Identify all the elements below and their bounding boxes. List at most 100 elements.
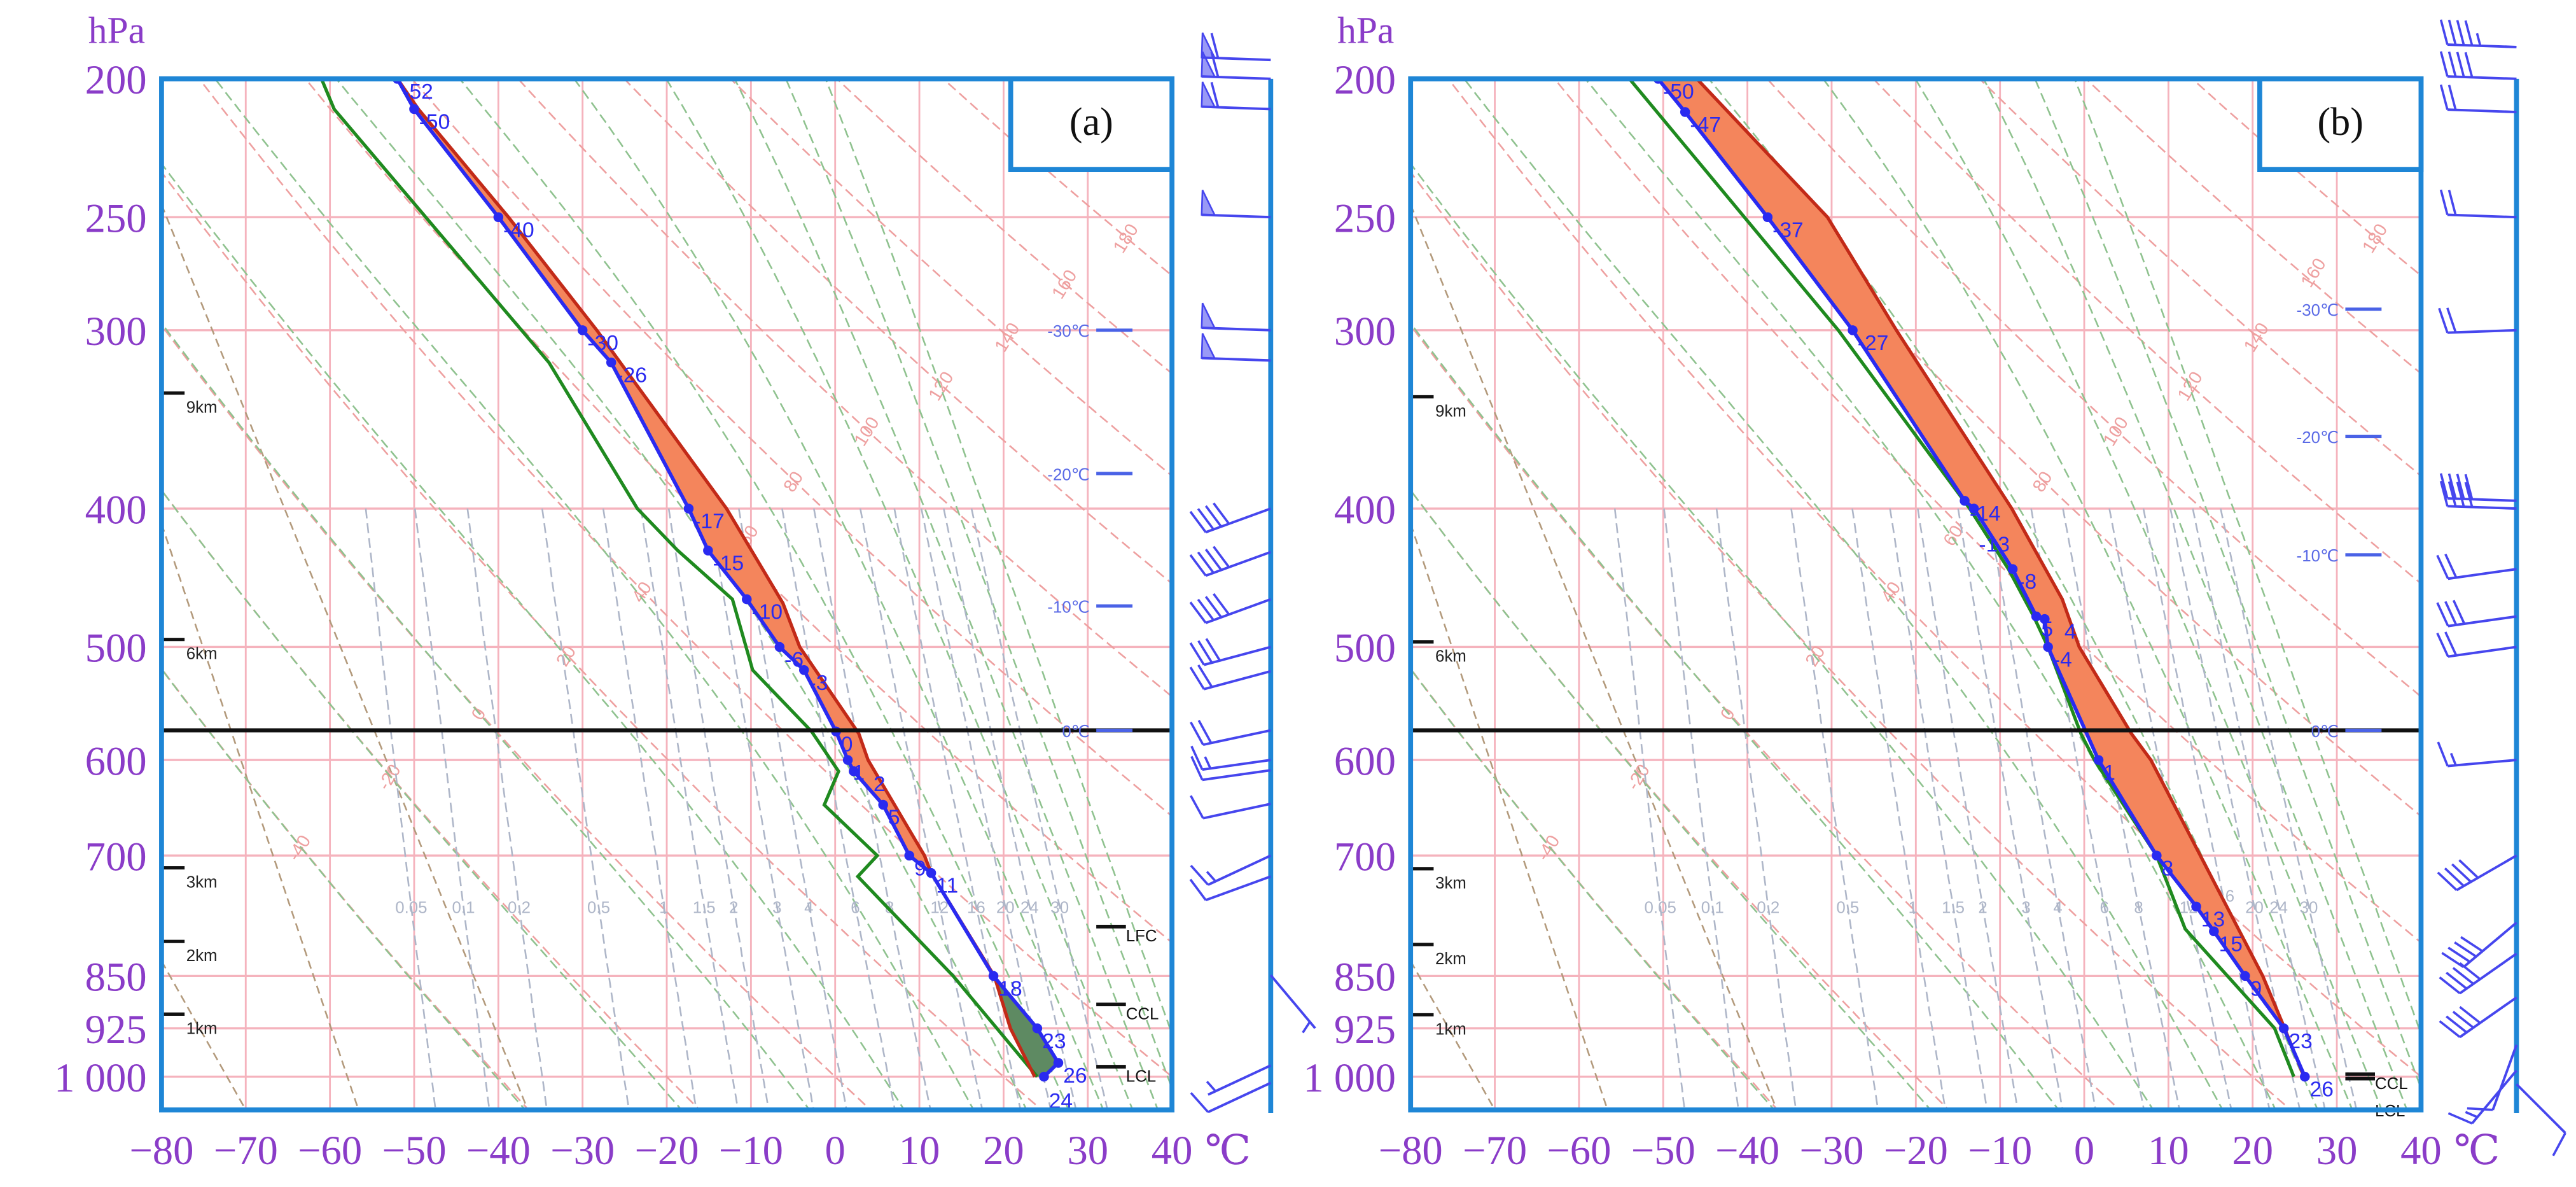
wind-barb-feather: [1190, 864, 1209, 886]
temperature-point: [1762, 212, 1773, 222]
height-marker-label: 2km: [1435, 950, 1466, 968]
temperature-tick-label: −50: [382, 1127, 446, 1173]
pressure-tick-label: 925: [85, 1006, 147, 1052]
mixing-ratio-line: [943, 508, 1077, 1110]
temperature-point: [2240, 971, 2250, 981]
temperature-point-label: -13: [1979, 533, 2010, 556]
pressure-tick-label: 200: [85, 57, 147, 102]
mixing-ratio-label: 6: [851, 899, 860, 917]
wind-barb-feather: [2456, 481, 2465, 507]
temperature-point-label: 18: [998, 977, 1022, 1001]
wind-barb-staff: [2459, 952, 2517, 995]
wind-barb-feather: [1189, 878, 1207, 901]
wind-barb-feather: [2458, 859, 2479, 879]
pressure-tick-label: 850: [1334, 954, 1396, 1000]
wind-barb-feather: [1190, 745, 1204, 770]
temperature-point: [2040, 614, 2050, 624]
mixing-ratio-line: [1987, 508, 2097, 1110]
wind-barb-staff: [1203, 670, 1271, 691]
plot-frame: [1408, 76, 2424, 1113]
wind-barb-feather: [1197, 598, 1215, 621]
mixing-ratio-label: 0.05: [1645, 899, 1676, 917]
wind-barb-half-feather: [2475, 32, 2482, 46]
wind-barb-feather: [2459, 962, 2481, 980]
dewpoint-curve: [319, 78, 1039, 1078]
reference-line: [161, 960, 247, 1110]
reference-line: [161, 204, 529, 1110]
x-axis-unit: ℃: [1205, 1127, 1251, 1173]
dry-adiabat: [623, 78, 1173, 585]
temperature-point: [2007, 564, 2018, 574]
mixing-ratio-label: 0.5: [587, 899, 610, 917]
moist-adiabat: [1463, 78, 2224, 1110]
wind-barb: [2436, 600, 2517, 628]
pressure-tick-label: 925: [1334, 1006, 1396, 1052]
wind-barb-staff: [2471, 1069, 2517, 1125]
wind-barb-feather: [2452, 600, 2466, 624]
wind-barb: [1201, 190, 1271, 219]
wind-barb-staff: [2459, 996, 2517, 1039]
temperature-point: [2191, 901, 2201, 912]
wind-barb-staff: [2447, 213, 2517, 219]
wind-barb-feather: [1213, 593, 1230, 615]
temperature-point: [842, 755, 853, 765]
wind-barb-feather: [2467, 1107, 2493, 1111]
temperature-point: [1039, 1071, 1049, 1082]
mixing-ratio-label: 0.1: [1701, 899, 1724, 917]
mixing-ratio-line: [414, 508, 491, 1110]
moist-adiabat: [161, 489, 683, 1110]
isotherm-marker-label: -30℃: [1047, 323, 1089, 341]
temperature-tick-label: −10: [1968, 1127, 2032, 1173]
moist-adiabat: [1410, 489, 1932, 1110]
temperature-point: [1960, 496, 1970, 506]
plot-frame: [159, 76, 1175, 1113]
mixing-ratio-label: 20: [996, 899, 1015, 917]
dry-adiabat: [1410, 489, 1950, 1110]
wind-barb: [2436, 553, 2517, 580]
temperature-tick-label: −60: [298, 1127, 362, 1173]
wind-barb-feather: [2447, 190, 2457, 216]
wind-barb-staff: [2491, 1044, 2518, 1111]
parcel-curve: [396, 78, 1036, 1078]
wind-barb-feather: [1213, 545, 1230, 568]
dry-adiabat: [1978, 78, 2421, 477]
reference-line: [1410, 523, 1609, 1110]
temperature-point: [774, 642, 785, 652]
mixing-ratio-label: 16: [967, 899, 985, 917]
wind-barb-feather: [2446, 1015, 2468, 1034]
mixing-ratio-label: 12: [930, 899, 949, 917]
pressure-tick-label: 600: [1334, 738, 1396, 783]
temperature-tick-label: 40: [1152, 1127, 1193, 1173]
mixing-ratio-label: 2: [729, 899, 738, 917]
wind-barb: [2437, 854, 2517, 892]
wind-barb-staff: [2516, 1083, 2566, 1134]
dry-adiabat: [2190, 78, 2421, 277]
reference-line: [1410, 960, 1496, 1110]
moist-adiabat: [734, 78, 1159, 1110]
wind-barb-pennant: [1201, 51, 1216, 78]
wind-barb-feather: [1189, 601, 1207, 624]
height-marker-label: 1km: [1435, 1020, 1466, 1038]
panel-label: (b): [2317, 101, 2363, 144]
wind-barb-feather: [2452, 967, 2474, 985]
temperature-point: [703, 545, 713, 556]
y-axis-unit: hPa: [88, 9, 145, 51]
mixing-ratio-line: [365, 508, 436, 1110]
mixing-ratio-label: 0.2: [508, 899, 531, 917]
dry-adiabat-label: 160: [2297, 255, 2330, 291]
temperature-tick-label: −40: [1715, 1127, 1779, 1173]
wind-barb-feather: [1204, 505, 1223, 528]
cin-area: [995, 979, 1058, 1077]
temperature-point-label: -3: [809, 671, 828, 695]
wind-barb-feather: [2437, 741, 2449, 767]
dry-adiabat: [1447, 78, 2421, 1078]
mixing-ratio-line: [1917, 508, 2019, 1110]
height-marker-label: 3km: [186, 874, 218, 892]
mixing-ratio-line: [667, 508, 770, 1110]
temperature-point-label: 23: [2288, 1030, 2312, 1053]
wind-barb-feather: [2444, 553, 2458, 579]
wind-barb-feather: [2439, 481, 2449, 507]
temperature-point-label: -10: [752, 601, 783, 624]
wind-barb-feather: [2444, 601, 2458, 626]
mixing-ratio-label: 8: [2134, 899, 2143, 917]
